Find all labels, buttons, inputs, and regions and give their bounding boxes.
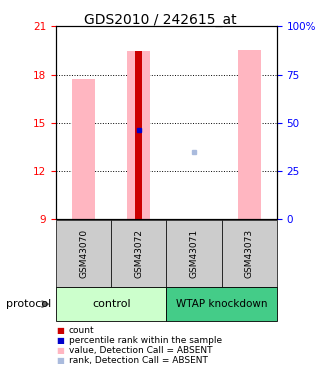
Bar: [166, 220, 222, 287]
Text: rank, Detection Call = ABSENT: rank, Detection Call = ABSENT: [69, 356, 208, 365]
Bar: [72, 80, 95, 219]
Text: GSM43072: GSM43072: [134, 229, 143, 278]
Bar: [111, 220, 166, 287]
Text: ■: ■: [56, 356, 64, 365]
Text: WTAP knockdown: WTAP knockdown: [176, 299, 267, 309]
Text: ■: ■: [56, 346, 64, 355]
Bar: [238, 50, 261, 219]
Text: value, Detection Call = ABSENT: value, Detection Call = ABSENT: [69, 346, 212, 355]
Text: protocol: protocol: [6, 299, 52, 309]
Text: ■: ■: [56, 336, 64, 345]
Bar: [221, 220, 277, 287]
Bar: [56, 287, 166, 321]
Text: GSM43070: GSM43070: [79, 229, 88, 278]
Text: GDS2010 / 242615_at: GDS2010 / 242615_at: [84, 13, 236, 27]
Text: percentile rank within the sample: percentile rank within the sample: [69, 336, 222, 345]
Text: count: count: [69, 326, 94, 335]
Text: ■: ■: [56, 326, 64, 335]
Bar: [135, 51, 142, 219]
Text: GSM43073: GSM43073: [245, 229, 254, 278]
Text: control: control: [92, 299, 131, 309]
Bar: [127, 51, 150, 219]
Text: GSM43071: GSM43071: [189, 229, 198, 278]
Bar: [56, 220, 111, 287]
Bar: [166, 287, 277, 321]
